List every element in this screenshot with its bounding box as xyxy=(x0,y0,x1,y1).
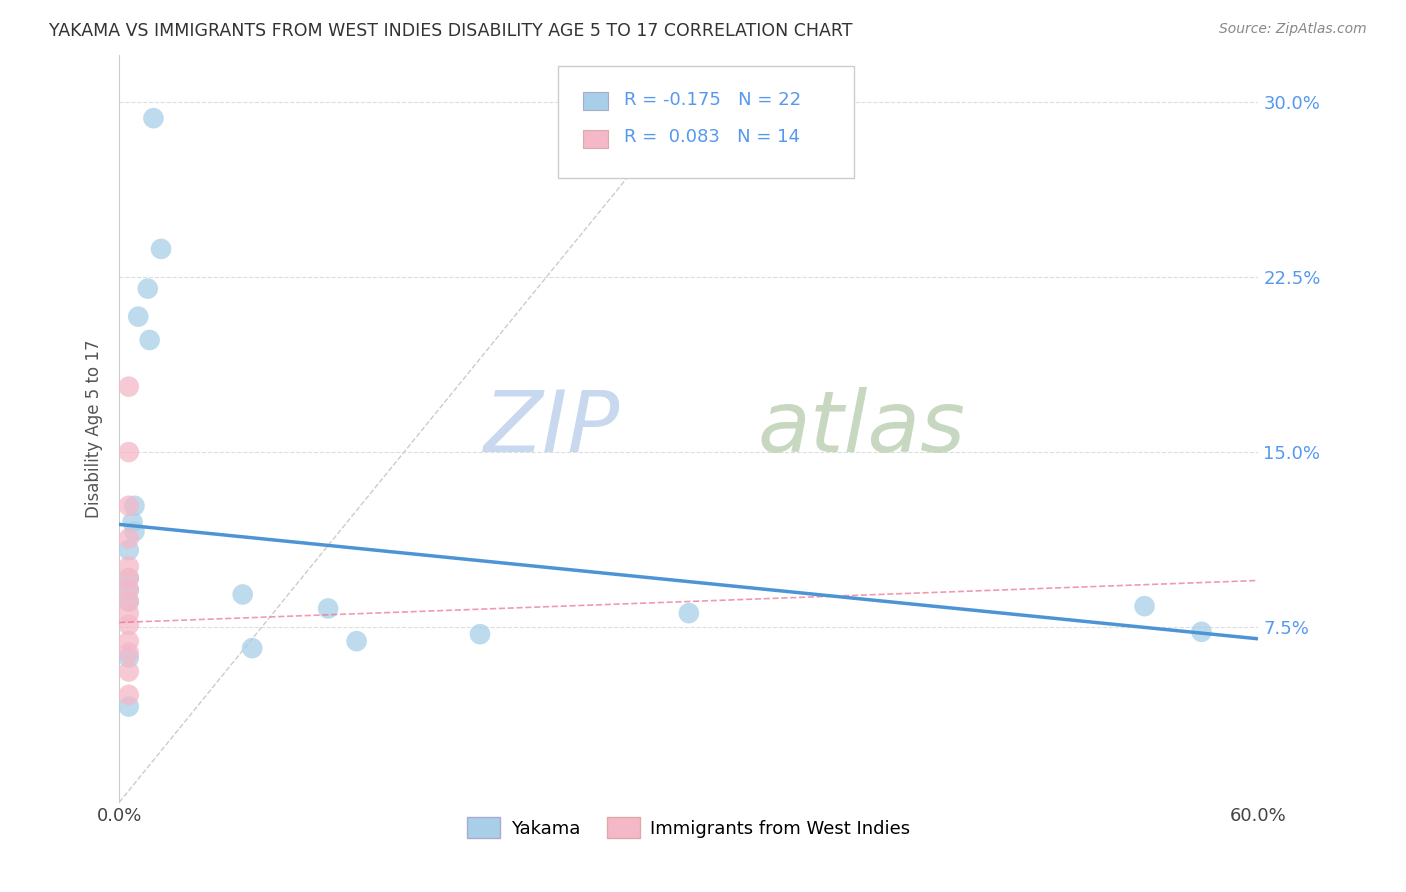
Point xyxy=(142,111,165,125)
Point xyxy=(118,559,141,574)
Text: R =  0.083   N = 14: R = 0.083 N = 14 xyxy=(624,128,800,146)
Point xyxy=(346,634,368,648)
FancyBboxPatch shape xyxy=(558,66,853,178)
Point xyxy=(118,543,141,558)
Point xyxy=(118,571,141,585)
Point xyxy=(118,532,141,546)
Text: Source: ZipAtlas.com: Source: ZipAtlas.com xyxy=(1219,22,1367,37)
Point xyxy=(124,524,146,539)
Point xyxy=(118,582,141,597)
Text: R = -0.175   N = 22: R = -0.175 N = 22 xyxy=(624,91,801,109)
Point xyxy=(138,333,160,347)
Point xyxy=(127,310,149,324)
Point xyxy=(118,594,141,608)
Point xyxy=(118,634,141,648)
Point xyxy=(136,282,159,296)
Point xyxy=(150,242,173,256)
FancyBboxPatch shape xyxy=(583,93,607,111)
Legend: Yakama, Immigrants from West Indies: Yakama, Immigrants from West Indies xyxy=(460,810,918,846)
Point xyxy=(118,594,141,608)
Point xyxy=(118,688,141,702)
Point xyxy=(468,627,491,641)
Point xyxy=(124,499,146,513)
FancyBboxPatch shape xyxy=(583,129,607,148)
Point xyxy=(678,606,700,620)
Text: ZIP: ZIP xyxy=(484,387,620,470)
Point xyxy=(118,646,141,660)
Point xyxy=(118,617,141,632)
Point xyxy=(118,571,141,585)
Point xyxy=(118,650,141,665)
Point xyxy=(118,665,141,679)
Point xyxy=(118,606,141,620)
Point xyxy=(118,699,141,714)
Text: atlas: atlas xyxy=(758,387,966,470)
Point xyxy=(118,582,141,597)
Point xyxy=(121,515,143,529)
Point xyxy=(118,379,141,393)
Point xyxy=(118,445,141,459)
Point xyxy=(316,601,339,615)
Point xyxy=(232,587,254,601)
Point xyxy=(1191,624,1213,639)
Point xyxy=(118,499,141,513)
Y-axis label: Disability Age 5 to 17: Disability Age 5 to 17 xyxy=(86,340,103,518)
Point xyxy=(240,641,263,656)
Text: YAKAMA VS IMMIGRANTS FROM WEST INDIES DISABILITY AGE 5 TO 17 CORRELATION CHART: YAKAMA VS IMMIGRANTS FROM WEST INDIES DI… xyxy=(49,22,852,40)
Point xyxy=(1133,599,1156,614)
